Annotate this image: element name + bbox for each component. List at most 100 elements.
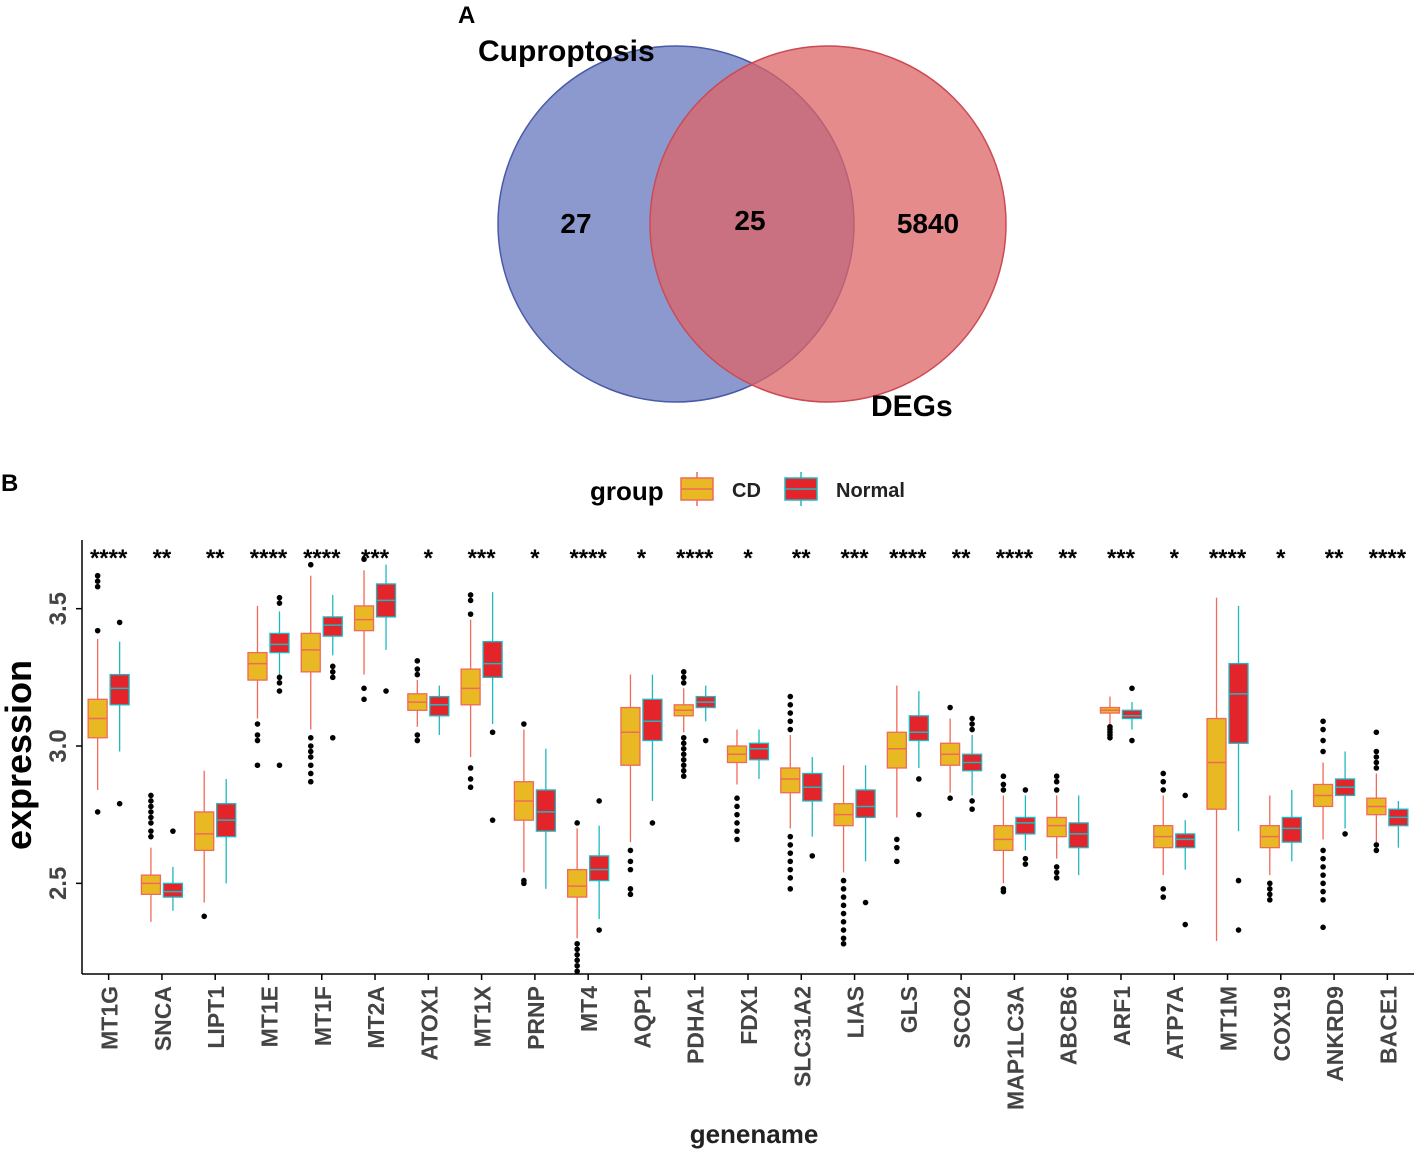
box-cd-mt1x-outlier [467, 784, 474, 791]
box-normal-sco2-outlier [969, 715, 975, 722]
box-cd-bace1-outlier [1373, 748, 1380, 755]
box-cd-fdx1-outlier [734, 803, 740, 810]
box-cd-mt1x-outlier [467, 592, 474, 598]
legend-key-cd [680, 472, 714, 506]
box-normal-sco2-outlier [969, 806, 975, 812]
box-cd-fdx1-outlier [734, 836, 740, 843]
box-normal-mt1e-outlier [276, 680, 283, 686]
box-normal-mt1m-outlier [1235, 927, 1242, 933]
box-cd-slc31a2-outlier [787, 710, 794, 716]
box-normal-map1lc3a-outlier [1022, 855, 1029, 862]
box-normal-pdha1-outlier [702, 737, 709, 744]
box-cd-map1lc3a-box [993, 825, 1014, 852]
box-normal-fdx1-box [748, 742, 770, 761]
box-cd-atox1-outlier [414, 737, 421, 744]
box-cd-lias-outlier [840, 886, 847, 892]
box-cd-cox19-outlier [1267, 897, 1273, 903]
box-cd-snca-outlier [148, 803, 154, 810]
box-cd-slc31a2-outlier [787, 866, 794, 873]
box-normal-mt1m-box [1228, 662, 1249, 744]
box-normal-arf1-box [1121, 709, 1143, 720]
box-cd-abcb6-outlier [1053, 869, 1060, 876]
box-cd-mt2a-outlier [361, 696, 367, 703]
sig-label-aqp1: * [637, 545, 647, 572]
box-cd-atp7a-outlier [1160, 787, 1167, 793]
box-cd-mt2a-outlier [361, 556, 367, 563]
box-cd-slc31a2-outlier [787, 718, 794, 725]
box-normal-map1lc3a-box [1015, 816, 1036, 835]
box-cd-lias-outlier [840, 919, 847, 925]
box-cd-ankrd9-outlier [1320, 718, 1326, 725]
box-cd-ankrd9-outlier [1320, 864, 1326, 870]
box-cd-mt4-box [567, 868, 588, 898]
box-normal-mt1e-outlier [276, 600, 283, 606]
box-normal-mt1e-outlier [276, 688, 283, 694]
venn-diagram: A Cuproptosis DEGs 27 25 5840 [458, 2, 1007, 423]
box-cd-mt4-outlier [574, 946, 580, 953]
box-cd-atp7a-outlier [1160, 894, 1167, 900]
box-cd-ankrd9-outlier [1320, 737, 1326, 744]
box-cd-aqp1-outlier [627, 858, 634, 865]
box-normal-arf1-outlier [1129, 737, 1135, 744]
sig-label-mt1f: **** [303, 545, 341, 572]
x-tick-label-slc31a2: SLC31A2 [789, 986, 815, 1087]
box-cd-aqp1-outlier [627, 866, 634, 873]
x-tick-label-abcb6: ABCB6 [1056, 986, 1082, 1065]
venn-count-right-only: 5840 [897, 208, 959, 239]
x-tick-label-prnp: PRNP [523, 986, 549, 1050]
box-cd-mt1g-outlier [94, 583, 101, 590]
box-cd-lias-outlier [840, 910, 847, 917]
box-normal-gls-outlier [916, 776, 922, 782]
y-tick-label: 3.5 [45, 592, 72, 625]
box-normal-snca-box [162, 882, 184, 898]
box-cd-ankrd9-outlier [1320, 897, 1326, 903]
legend-label-cd: CD [732, 480, 761, 502]
box-normal-mt1g-box [109, 673, 130, 706]
box-normal-mt1g-outlier [116, 619, 123, 626]
box-normal-cox19-box [1281, 816, 1302, 843]
box-cd-aqp1-box [620, 706, 641, 766]
legend: group CD Normal [590, 472, 905, 506]
box-normal-gls-outlier [916, 811, 922, 818]
box-cd-lipt1-box [194, 811, 215, 852]
box-cd-mt1g-outlier [94, 578, 101, 585]
box-cd-slc31a2-outlier [787, 702, 794, 708]
sig-label-slc31a2: ** [792, 545, 811, 572]
box-cd-pdha1-outlier [680, 740, 687, 747]
box-normal-mt4-outlier [596, 927, 602, 933]
sig-label-prnp: * [530, 545, 540, 572]
box-cd-abcb6-box [1046, 816, 1067, 838]
sig-label-map1lc3a: **** [996, 545, 1034, 572]
x-tick-label-mt1e: MT1E [256, 986, 282, 1047]
box-normal-mt1e-outlier [276, 762, 283, 769]
box-normal-mt2a-outlier [383, 688, 389, 694]
sig-label-lipt1: ** [206, 545, 225, 572]
box-cd-ankrd9-outlier [1320, 855, 1326, 862]
box-cd-bace1-outlier [1373, 729, 1380, 736]
box-cd-abcb6-outlier [1053, 787, 1060, 793]
box-cd-mt4-outlier [574, 957, 580, 964]
x-tick-label-atox1: ATOX1 [416, 986, 442, 1061]
box-normal-mt4-outlier [596, 798, 602, 804]
box-cd-mt1e-outlier [254, 721, 261, 727]
box-cd-prnp-outlier [521, 721, 527, 727]
box-normal-mt1m-outlier [1235, 877, 1242, 884]
x-tick-label-ankrd9: ANKRD9 [1322, 986, 1348, 1082]
box-normal-lias-box [855, 789, 876, 819]
legend-label-normal: Normal [836, 480, 905, 502]
box-cd-mt2a-outlier [361, 685, 367, 692]
box-cd-slc31a2-outlier [787, 726, 794, 733]
x-tick-label-sco2: SCO2 [949, 986, 975, 1049]
box-cd-mt1e-outlier [254, 737, 261, 744]
box-cd-aqp1-outlier [627, 891, 634, 898]
sig-label-mt1x: *** [468, 545, 497, 572]
box-cd-snca-box [140, 874, 162, 895]
box-cd-lias-outlier [840, 940, 847, 947]
sig-label-mt1e: **** [250, 545, 288, 572]
box-normal-mt1e-outlier [276, 594, 283, 601]
box-cd-mt1f-outlier [307, 743, 314, 749]
x-axis-title: genename [690, 1119, 819, 1149]
box-cd-snca-outlier [148, 814, 154, 821]
box-cd-cox19-outlier [1267, 886, 1273, 892]
sig-label-pdha1: **** [676, 545, 714, 572]
